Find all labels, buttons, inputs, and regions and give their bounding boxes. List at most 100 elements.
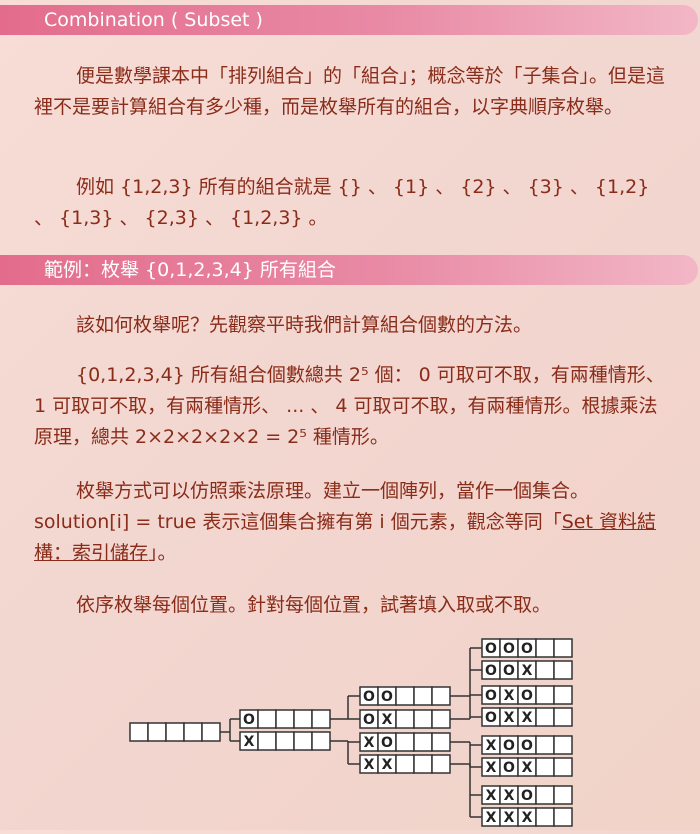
array-cell: [311, 731, 331, 751]
example-text: 例如 {1,2,3} 所有的組合就是 {} 、 {1} 、 {2} 、 {3} …: [34, 176, 650, 229]
array-cell: [553, 638, 573, 658]
method-text-end: 」。: [148, 542, 177, 564]
skip-mark: X: [486, 810, 497, 826]
array-cell: [275, 731, 295, 751]
example-paragraph: 例如 {1,2,3} 所有的組合就是 {} 、 {1} 、 {2} 、 {3} …: [34, 172, 670, 234]
array-cell: [129, 722, 149, 742]
array-cell: [257, 731, 277, 751]
array-cell: [535, 807, 555, 827]
solution-array: O: [239, 709, 331, 729]
array-cell: [431, 686, 451, 706]
skip-mark: X: [522, 710, 533, 726]
skip-mark: X: [382, 712, 393, 728]
array-cell: [431, 732, 451, 752]
array-cell: [535, 735, 555, 755]
array-cell: [553, 807, 573, 827]
take-mark: O: [485, 688, 497, 704]
array-cell: [535, 685, 555, 705]
how-paragraph: 該如何枚舉呢？先觀察平時我們計算組合個數的方法。: [34, 310, 670, 341]
method-paragraph: 枚舉方式可以仿照乘法原理。建立一個陣列，當作一個集合。 solution[i] …: [34, 476, 670, 569]
take-mark: O: [521, 788, 533, 804]
set-data-structure-link[interactable]: Set 資料結構：索引儲存: [34, 511, 656, 564]
array-cell: [147, 722, 167, 742]
intro-paragraph: 便是數學課本中「排列組合」的「組合」；概念等於「子集合」。但是這裡不是要計算組合…: [34, 61, 670, 123]
array-cell: [201, 722, 221, 742]
array-cell: [413, 754, 433, 774]
array-cell: [535, 785, 555, 805]
count-paragraph: {0,1,2,3,4} 所有組合個數總共 2⁵ 個： 0 可取可不取，有兩種情形…: [34, 360, 670, 453]
method-text: 枚舉方式可以仿照乘法原理。建立一個陣列，當作一個集合。 solution[i] …: [34, 480, 590, 533]
array-cell: [183, 722, 203, 742]
array-cell: [395, 732, 415, 752]
take-mark: O: [381, 735, 393, 751]
array-cell: [311, 709, 331, 729]
enumeration-tree-svg: OXO OO XX OX XO O OO O XO X OO X XX O OX O XX X OX X X: [129, 638, 573, 827]
take-mark: O: [363, 689, 375, 705]
skip-mark: X: [486, 788, 497, 804]
skip-mark: X: [382, 757, 393, 773]
array-cell: [535, 638, 555, 658]
take-mark: O: [521, 641, 533, 657]
take-mark: O: [503, 738, 515, 754]
take-mark: O: [485, 641, 497, 657]
how-text: 該如何枚舉呢？先觀察平時我們計算組合個數的方法。: [76, 314, 533, 336]
skip-mark: X: [522, 810, 533, 826]
array-cell: [293, 709, 313, 729]
array-cell: [553, 707, 573, 727]
array-cell: [395, 754, 415, 774]
solution-array: X: [239, 731, 331, 751]
array-cell: [431, 754, 451, 774]
procedure-text: 依序枚舉每個位置。針對每個位置，試著填入取或不取。: [76, 594, 552, 616]
array-cell: [553, 685, 573, 705]
array-cell: [431, 709, 451, 729]
take-mark: O: [503, 663, 515, 679]
array-cell: [293, 731, 313, 751]
take-mark: O: [521, 738, 533, 754]
array-cell: [413, 709, 433, 729]
take-mark: O: [503, 641, 515, 657]
procedure-paragraph: 依序枚舉每個位置。針對每個位置，試著填入取或不取。: [34, 590, 670, 621]
array-cell: [535, 757, 555, 777]
array-cell: [553, 785, 573, 805]
array-cell: [413, 686, 433, 706]
skip-mark: X: [486, 738, 497, 754]
skip-mark: X: [364, 757, 375, 773]
count-text: {0,1,2,3,4} 所有組合個數總共 2⁵ 個： 0 可取可不取，有兩種情形…: [34, 364, 665, 448]
section-heading-example: 範例：枚舉 {0,1,2,3,4} 所有組合: [0, 255, 698, 285]
array-cell: [535, 660, 555, 680]
skip-mark: X: [244, 734, 255, 750]
skip-mark: X: [504, 710, 515, 726]
skip-mark: X: [504, 788, 515, 804]
array-cell: [553, 735, 573, 755]
take-mark: O: [521, 688, 533, 704]
skip-mark: X: [504, 688, 515, 704]
intro-text: 便是數學課本中「排列組合」的「組合」；概念等於「子集合」。但是這裡不是要計算組合…: [34, 65, 666, 118]
array-cell: [553, 660, 573, 680]
skip-mark: X: [364, 735, 375, 751]
skip-mark: X: [522, 663, 533, 679]
array-cell: [275, 709, 295, 729]
take-mark: O: [485, 663, 497, 679]
array-cell: [535, 707, 555, 727]
take-mark: O: [243, 712, 255, 728]
array-cell: [257, 709, 277, 729]
take-mark: O: [363, 712, 375, 728]
skip-mark: X: [522, 760, 533, 776]
array-cell: [413, 732, 433, 752]
take-mark: O: [503, 760, 515, 776]
take-mark: O: [485, 710, 497, 726]
array-cell: [553, 757, 573, 777]
